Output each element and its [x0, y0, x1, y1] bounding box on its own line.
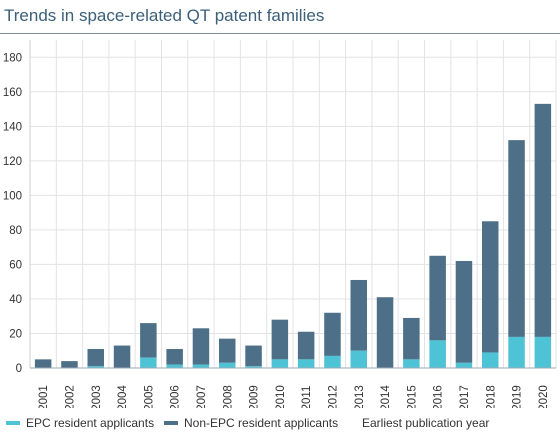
bar-non-epc — [508, 140, 525, 337]
x-tick-label: 2009 — [249, 385, 261, 408]
x-tick-label: 2019 — [512, 385, 524, 408]
bar-non-epc — [114, 346, 131, 368]
bar-epc — [166, 365, 183, 368]
bar-non-epc — [456, 261, 473, 363]
bar-epc — [535, 337, 552, 368]
y-tick-label: 180 — [3, 52, 22, 64]
bar-non-epc — [324, 313, 341, 356]
bar-non-epc — [140, 323, 157, 358]
x-tick-label: 2017 — [459, 385, 471, 408]
y-tick-label: 100 — [3, 190, 22, 202]
legend: EPC resident applicants Non-EPC resident… — [0, 414, 560, 432]
bar-epc — [456, 363, 473, 368]
title-divider — [0, 33, 560, 34]
x-tick-label: 2020 — [538, 385, 550, 408]
x-tick-label: 2010 — [275, 385, 287, 408]
bar-epc — [429, 340, 446, 368]
bar-non-epc — [88, 349, 105, 366]
page-title: Trends in space-related QT patent famili… — [4, 6, 324, 26]
x-tick-label: 2006 — [170, 385, 182, 408]
bar-non-epc — [535, 104, 552, 337]
x-tick-label: 2015 — [406, 385, 418, 408]
bar-non-epc — [377, 297, 394, 368]
bar-non-epc — [193, 328, 210, 364]
x-tick-label: 2012 — [327, 385, 339, 408]
bar-epc — [298, 359, 315, 368]
x-tick-label: 2007 — [196, 385, 208, 408]
legend-label-epc: EPC resident applicants — [26, 416, 154, 430]
x-axis-title-label: Earliest publication year — [362, 416, 489, 430]
x-tick-label: 2016 — [433, 385, 445, 408]
legend-swatch-non-epc — [164, 421, 178, 425]
bar-epc — [272, 359, 289, 368]
legend-item-non-epc: Non-EPC resident applicants — [164, 416, 338, 430]
bar-non-epc — [166, 349, 183, 365]
bar-epc — [219, 363, 236, 368]
bar-non-epc — [219, 339, 236, 363]
bar-non-epc — [245, 346, 261, 367]
bar-non-epc — [272, 320, 289, 360]
bar-epc — [482, 352, 499, 368]
x-tick-label: 2001 — [38, 385, 50, 408]
legend-label-non-epc: Non-EPC resident applicants — [184, 416, 338, 430]
bar-non-epc — [61, 361, 77, 368]
x-tick-label: 2003 — [91, 385, 103, 408]
y-tick-label: 20 — [9, 328, 22, 340]
x-tick-label: 2014 — [380, 385, 392, 408]
bar-non-epc — [351, 280, 368, 351]
bar-non-epc — [298, 332, 315, 360]
bar-epc — [140, 358, 157, 368]
bar-epc — [324, 356, 341, 368]
bar-non-epc — [403, 318, 420, 359]
x-tick-label: 2008 — [222, 385, 234, 408]
bar-epc — [193, 365, 210, 368]
bar-epc — [508, 337, 525, 368]
bar-non-epc — [482, 221, 499, 352]
y-tick-label: 40 — [9, 294, 22, 306]
legend-item-epc: EPC resident applicants — [6, 416, 154, 430]
y-tick-label: 0 — [16, 363, 22, 375]
x-tick-label: 2005 — [143, 385, 155, 408]
legend-swatch-epc — [6, 421, 20, 425]
y-tick-label: 60 — [9, 259, 22, 271]
y-tick-label: 140 — [3, 121, 22, 133]
x-axis-title: Earliest publication year — [362, 416, 489, 430]
x-tick-label: 2018 — [485, 385, 497, 408]
y-tick-label: 80 — [9, 225, 22, 237]
bar-non-epc — [429, 256, 446, 341]
x-tick-label: 2002 — [64, 385, 76, 408]
bar-chart: 0 20 40 60 80 100 120 140 160 180 2001 2002 2003 2004… — [0, 36, 560, 408]
bar-epc — [351, 351, 368, 368]
bar-epc — [403, 359, 420, 368]
y-tick-label: 160 — [3, 87, 22, 99]
bar-non-epc — [35, 359, 52, 368]
y-tick-label: 120 — [3, 156, 22, 168]
x-tick-label: 2004 — [117, 385, 129, 408]
x-tick-label: 2013 — [354, 385, 366, 408]
x-tick-label: 2011 — [301, 386, 313, 408]
